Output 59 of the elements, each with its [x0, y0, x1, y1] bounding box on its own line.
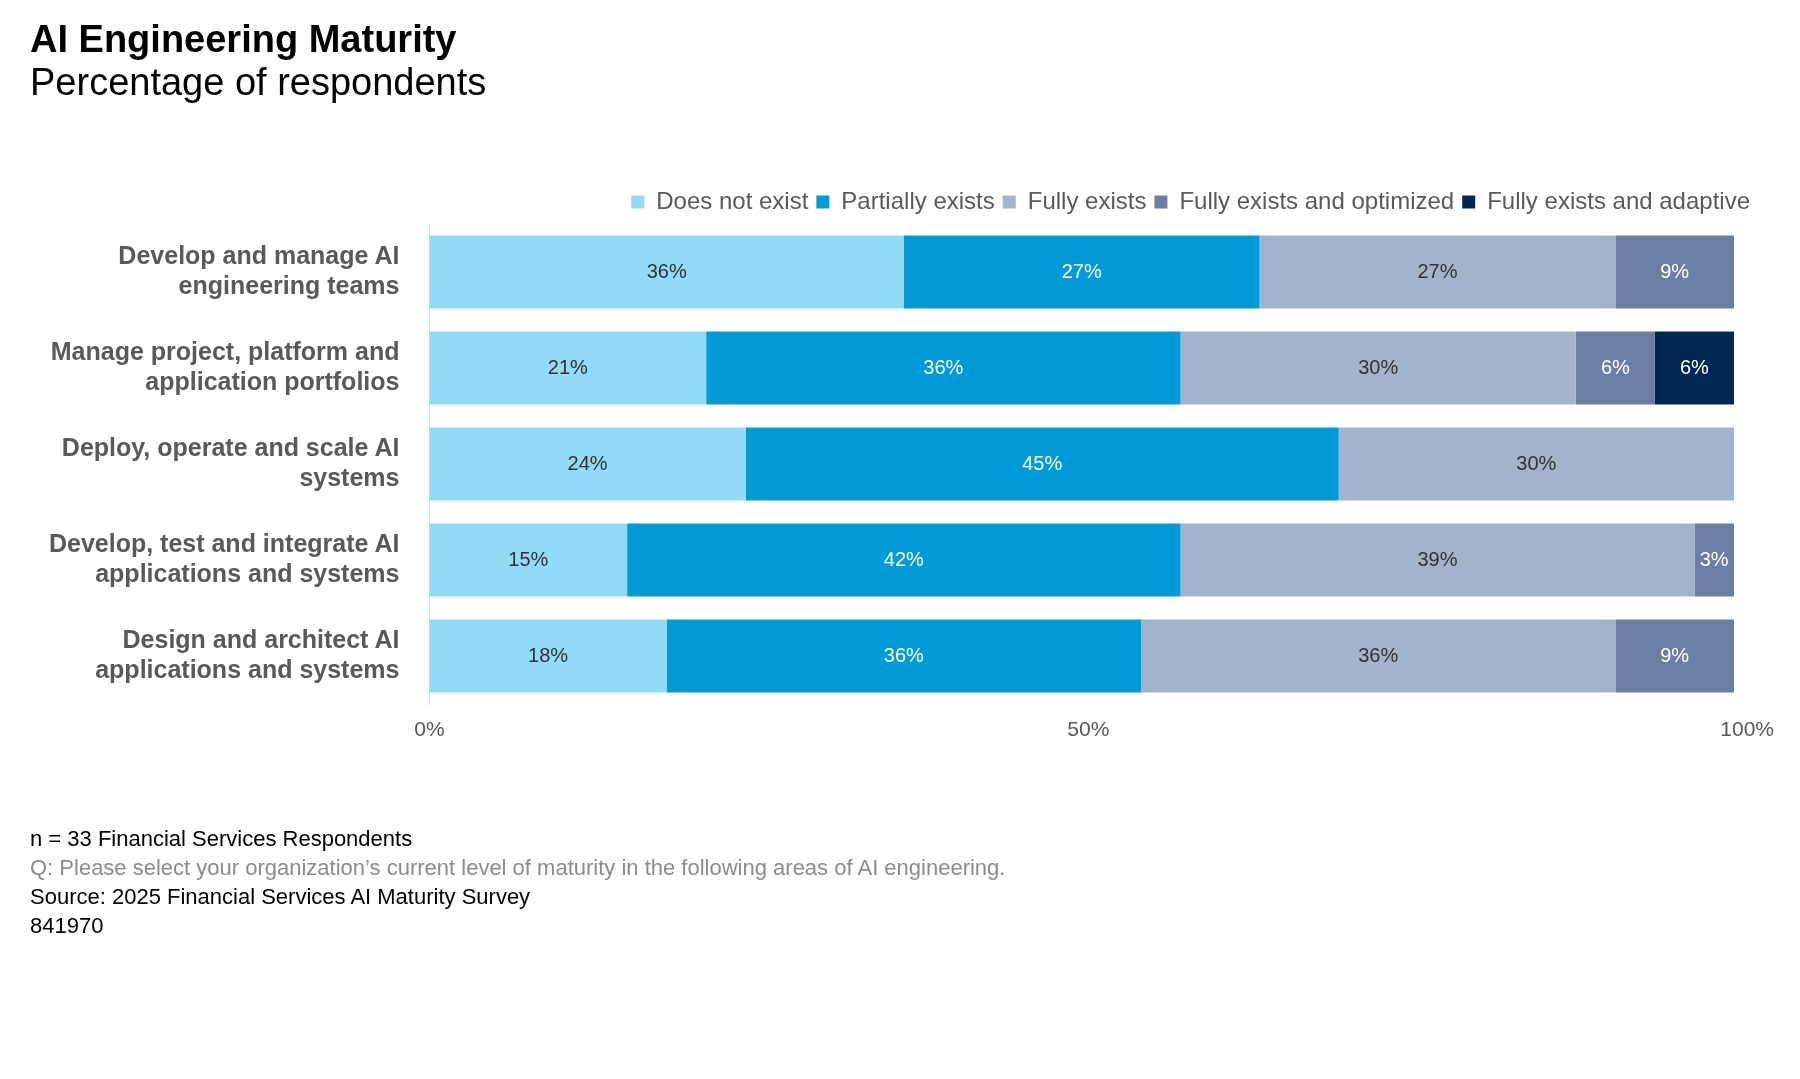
- bar: [1615, 619, 1734, 693]
- bar: [903, 235, 1260, 309]
- bar: [1615, 235, 1734, 309]
- data-label: 36%: [923, 355, 964, 378]
- bar: [745, 427, 1339, 501]
- source-note: Source: 2025 Financial Services AI Maturity Survey: [30, 883, 532, 911]
- y-tick-label: Develop, test and integrate AI applications and systems: [48, 528, 400, 587]
- bar: [429, 523, 628, 597]
- x-tick-label: 0%: [414, 717, 445, 741]
- data-label: 24%: [567, 451, 608, 474]
- data-label: 27%: [1061, 259, 1102, 282]
- bar: [429, 331, 707, 405]
- data-label: 6%: [1679, 355, 1710, 378]
- data-label: 21%: [547, 355, 589, 378]
- data-label: 30%: [1516, 451, 1557, 474]
- bar: [1180, 523, 1695, 597]
- x-tick-label: 50%: [1067, 717, 1110, 741]
- data-label: 45%: [1022, 451, 1063, 474]
- legend-label: Fully exists and adaptive: [1487, 186, 1751, 214]
- bar: [1141, 619, 1616, 693]
- data-label: 27%: [1417, 259, 1458, 282]
- chart-title: AI Engineering Maturity: [30, 18, 458, 61]
- legend-label: Partially exists: [841, 186, 995, 214]
- data-label: 36%: [646, 259, 687, 282]
- data-label: 42%: [883, 547, 925, 570]
- data-label: 15%: [508, 547, 549, 570]
- y-tick-label: Manage project, platform and application portfolios: [50, 336, 400, 395]
- data-label: 36%: [883, 643, 925, 666]
- data-label: 36%: [1358, 643, 1399, 666]
- bar: [1259, 235, 1616, 309]
- x-tick-label: 100%: [1720, 717, 1774, 741]
- data-label: 39%: [1417, 547, 1458, 570]
- data-label: 3%: [1699, 547, 1729, 570]
- y-tick-label: Deploy, operate and scale AI systems: [61, 432, 400, 491]
- text: n = 33 Financial Services Respondents: [30, 825, 414, 853]
- data-label: 30%: [1358, 355, 1399, 378]
- bar: [1180, 331, 1576, 405]
- bar: [666, 619, 1142, 693]
- data-label: 9%: [1660, 259, 1690, 282]
- bar: [429, 427, 746, 501]
- legend-label: Fully exists: [1027, 186, 1147, 214]
- bar: [1654, 331, 1734, 405]
- y-tick-label: Design and architect AI applications and systems: [95, 624, 400, 683]
- data-label: 9%: [1660, 643, 1690, 666]
- bar: [627, 523, 1181, 597]
- bar: [429, 619, 667, 693]
- text: 841970: [30, 912, 105, 940]
- bar: [1575, 331, 1655, 405]
- legend-label: Fully exists and optimized: [1179, 186, 1455, 214]
- bar: [1338, 427, 1734, 501]
- bar: [1694, 523, 1734, 597]
- y-tick-label: Develop and manage AI engineering teams: [118, 240, 400, 299]
- text: Q: Please select your organization’s current level of maturity in the following areas of AI engineering.: [30, 854, 1007, 882]
- data-label: 18%: [528, 643, 569, 666]
- bar: [706, 331, 1181, 405]
- data-label: 6%: [1600, 355, 1631, 378]
- legend-label: Does not exist: [656, 186, 809, 214]
- chart-subtitle: Percentage of respondents: [30, 61, 488, 104]
- bar: [429, 235, 904, 309]
